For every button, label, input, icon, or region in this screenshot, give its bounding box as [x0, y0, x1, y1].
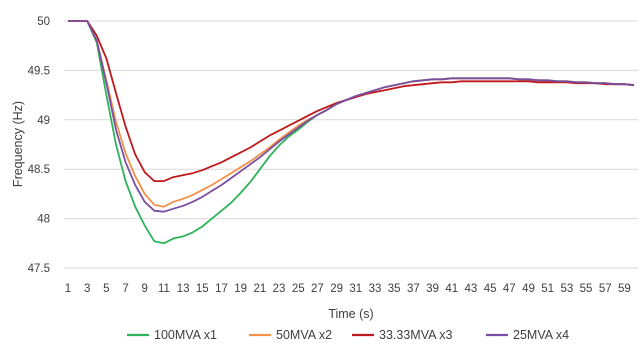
- y-tick-label: 48.5: [28, 164, 50, 176]
- x-tick-label: 21: [253, 283, 266, 295]
- y-tick-label: 50: [37, 16, 50, 28]
- x-tick-label: 1: [65, 283, 71, 295]
- x-tick-label: 27: [311, 283, 324, 295]
- x-tick-label: 33: [369, 283, 382, 295]
- x-tick-label: 3: [84, 283, 90, 295]
- legend: 100MVA x1 50MVA x2 33.33MVA x3 25MVA x4: [127, 328, 569, 342]
- x-tick-label: 9: [142, 283, 148, 295]
- x-tick-label: 39: [426, 283, 439, 295]
- legend-label-3: 25MVA x4: [513, 328, 569, 342]
- x-tick-label: 49: [522, 283, 535, 295]
- y-tick-label: 49.5: [28, 65, 50, 77]
- x-tick-label: 7: [122, 283, 128, 295]
- legend-label-1: 50MVA x2: [276, 328, 332, 342]
- x-tick-label: 25: [292, 283, 305, 295]
- gridlines: [64, 20, 638, 220]
- legend-label-0: 100MVA x1: [154, 328, 217, 342]
- y-axis-title: Frequency (Hz): [11, 101, 25, 187]
- x-tick-label: 11: [158, 283, 170, 295]
- series-line-2: [68, 20, 635, 183]
- x-axis-title: Time (s): [328, 307, 373, 321]
- series-line-3: [68, 20, 635, 213]
- y-tick-label: 48: [37, 214, 50, 226]
- x-tick-label: 19: [234, 283, 247, 295]
- x-axis-ticks: 1 3 5 7 9 11 13 15 17 19 21 23 25 27 29 31 33 35 37 39 41 43 4…: [65, 283, 631, 295]
- x-tick-label: 59: [618, 283, 631, 295]
- x-tick-label: 17: [215, 283, 228, 295]
- x-tick-label: 37: [407, 283, 420, 295]
- x-tick-label: 45: [484, 283, 497, 295]
- y-axis-ticks: 47.5 48 48.5 49 49.5 50: [28, 16, 50, 275]
- x-tick-label: 5: [103, 283, 109, 295]
- x-tick-label: 55: [580, 283, 593, 295]
- x-tick-label: 57: [599, 283, 612, 295]
- y-tick-label: 47.5: [28, 263, 50, 275]
- legend-label-2: 33.33MVA x3: [379, 328, 452, 342]
- y-tick-label: 49: [37, 115, 50, 127]
- x-tick-label: 31: [349, 283, 362, 295]
- x-tick-label: 41: [445, 283, 458, 295]
- series-lines: [68, 20, 635, 245]
- x-tick-label: 53: [560, 283, 573, 295]
- x-tick-label: 35: [388, 283, 401, 295]
- x-tick-label: 29: [330, 283, 343, 295]
- x-tick-label: 23: [273, 283, 286, 295]
- x-tick-label: 43: [465, 283, 478, 295]
- x-tick-label: 47: [503, 283, 516, 295]
- x-tick-label: 15: [196, 283, 209, 295]
- x-tick-label: 51: [541, 283, 554, 295]
- x-tick-label: 13: [177, 283, 190, 295]
